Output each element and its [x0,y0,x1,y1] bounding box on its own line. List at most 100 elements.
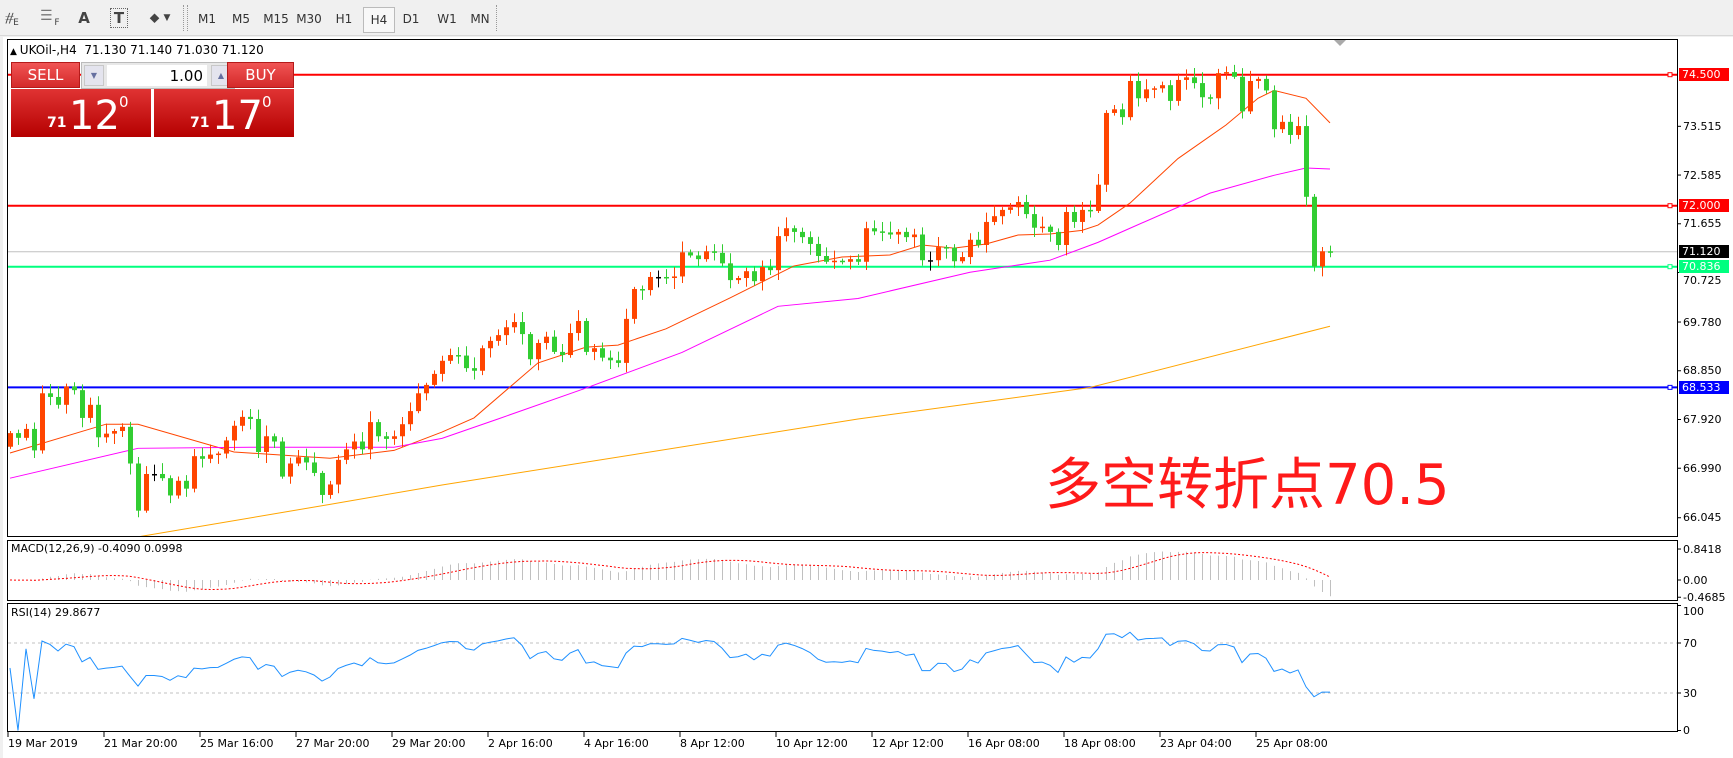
candle [824,247,829,264]
candle [328,480,333,499]
volume-decrease-button[interactable]: ▼ [84,65,104,86]
candle-body [728,263,733,281]
candle-body [560,351,565,356]
candle [1008,202,1013,214]
timeframe-h1-button[interactable]: H1 [335,12,353,26]
candle [912,228,917,248]
candle [696,251,701,267]
fibonacci-lines-icon[interactable]: ☰ F [36,6,64,30]
candle-body [256,418,261,452]
candle-body [240,416,245,426]
price-label-72.000[interactable]: 72.000 [1679,199,1729,213]
candle-body [1240,76,1245,112]
text-icon[interactable]: A [70,6,98,30]
candle-body [32,428,37,451]
candle [768,259,773,276]
timeframe-m5-button[interactable]: M5 [232,12,250,26]
candle-body [616,360,621,363]
candle [992,205,997,226]
candle-body [304,457,309,463]
candle-body [504,327,509,336]
candle-body [744,271,749,279]
sell-price-box[interactable]: 71 12 0 [11,89,151,139]
candle [72,382,77,395]
candle-body [640,289,645,291]
candle-body [1168,85,1173,101]
candle-body [296,457,301,464]
candle [1256,76,1261,89]
candle [376,419,381,442]
timeframe-d1-button[interactable]: D1 [402,12,420,26]
candle [784,217,789,242]
candle [672,267,677,289]
candle [1160,81,1165,93]
candle [840,258,845,265]
candle-body [152,473,157,476]
candle-body [600,348,605,358]
candle [976,231,981,248]
time-axis-label: 27 Mar 20:00 [296,737,370,750]
candle [200,447,205,468]
buy-label: BUY [245,66,276,84]
price-label-70.836[interactable]: 70.836 [1679,260,1729,274]
candle-body [48,393,53,397]
candle-body [1176,79,1181,101]
volume-input[interactable] [107,65,207,86]
candle-body [1040,226,1045,229]
candle-body [1136,80,1141,99]
candle [984,212,989,253]
candle-body [1296,126,1301,135]
candle-body [144,473,149,511]
candle [64,383,69,414]
candle [152,464,157,482]
candle [1152,86,1157,99]
candle [632,286,637,324]
candle [1264,75,1269,94]
candle-body [432,373,437,385]
timeframe-h4-button[interactable]: H4 [363,7,395,33]
text-label-icon[interactable]: T [105,6,133,30]
candle [744,267,749,287]
candle-body [1144,89,1149,99]
candle-body [208,454,213,459]
time-axis-label: 29 Mar 20:00 [392,737,466,750]
candle [88,397,93,423]
candle-body [752,271,757,282]
candle-body [1256,78,1261,81]
candle [144,466,149,513]
candle [1232,64,1237,79]
candle-body [472,368,477,371]
timeframe-w1-button[interactable]: W1 [437,12,457,26]
price-label-74.500[interactable]: 74.500 [1679,68,1729,82]
timeframe-mn-button[interactable]: MN [470,12,490,26]
sell-button[interactable]: SELL [11,62,80,88]
candle [1208,94,1213,105]
candle-body [984,221,989,245]
volume-stepper: ▼ ▲ [81,62,235,89]
timeframe-m15-button[interactable]: M15 [263,12,289,26]
candle-body [264,436,269,452]
candle [832,250,837,269]
candle [864,221,869,270]
macd-axis-label: -0.4685 [1683,590,1726,604]
arrows-icon[interactable]: ⬥ ▼ [140,6,180,30]
buy-button[interactable]: BUY [227,62,294,88]
buy-price-box[interactable]: 71 17 0 [154,89,294,139]
candle-body [248,416,253,419]
time-axis-label: 10 Apr 12:00 [776,737,848,750]
fibonacci-lines-label: F [54,18,60,28]
candle [1072,205,1077,228]
price-label-68.533[interactable]: 68.533 [1679,380,1729,394]
candle [552,330,557,354]
collapse-triangle-icon[interactable]: ▲ [10,47,20,57]
candle [48,383,53,406]
chart-annotation-text[interactable]: 多空转折点70.5 [1045,453,1450,518]
candle-body [1224,72,1229,74]
candle [1328,245,1333,258]
elliott-wave-icon[interactable]: E ⧣ [2,6,30,30]
candle-body [928,260,933,262]
timeframe-m30-button[interactable]: M30 [296,12,322,26]
candle-body [128,426,133,464]
timeframe-m1-button[interactable]: M1 [198,12,216,26]
candle-body [512,322,517,328]
